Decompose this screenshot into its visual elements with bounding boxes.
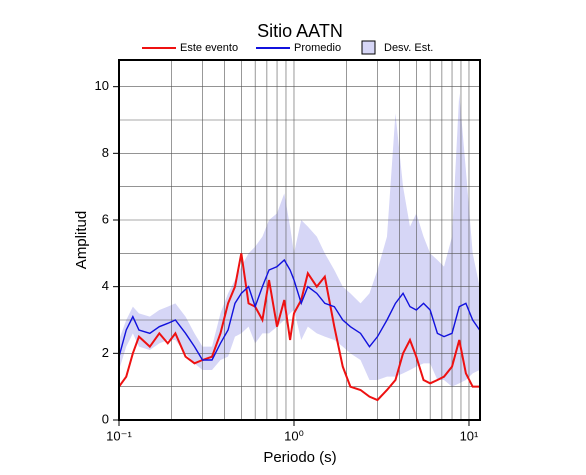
chart-title: Sitio AATN — [257, 21, 343, 41]
legend-label: Desv. Est. — [384, 42, 433, 54]
x-tick-label: 10⁰ — [284, 428, 304, 443]
legend-label: Promedio — [294, 42, 341, 54]
y-axis-label: Amplitud — [73, 211, 90, 269]
plot-frame — [118, 59, 481, 421]
x-tick-label: 10⁻¹ — [106, 428, 132, 443]
series-line — [118, 253, 480, 402]
series-line — [118, 258, 481, 361]
legend-swatch — [361, 40, 376, 55]
y-tick-label: 8 — [102, 145, 109, 160]
y-tick-label: 4 — [102, 278, 109, 293]
x-tick-label: 10¹ — [460, 428, 479, 443]
x-axis-label: Periodo (s) — [263, 449, 336, 466]
std-band — [119, 93, 480, 387]
y-tick-label: 2 — [102, 345, 109, 360]
y-tick-label: 0 — [102, 411, 109, 426]
y-tick-label: 10 — [95, 78, 109, 93]
y-tick-label: 6 — [102, 211, 109, 226]
legend-label: Este evento — [180, 42, 238, 54]
